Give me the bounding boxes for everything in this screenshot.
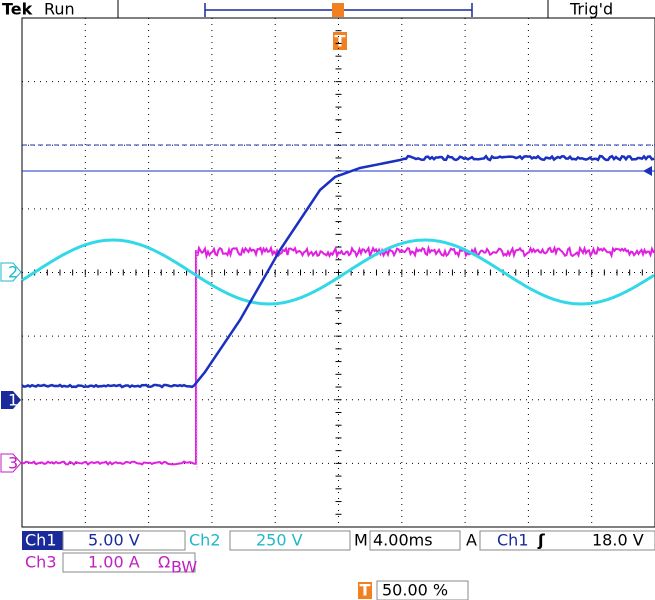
ch2-marker-label: 2 — [8, 263, 18, 282]
trigger-status: Trig'd — [569, 0, 613, 19]
ch2-scale-box — [229, 530, 351, 551]
run-state: Run — [44, 0, 75, 19]
trigger-position-box — [376, 580, 469, 600]
brand: Tek — [2, 0, 33, 19]
ch1-scale-box — [62, 530, 186, 551]
ch1-scale: 5.00 V — [88, 531, 140, 550]
trigger-pos-icon-label: T — [360, 581, 371, 600]
time-label: M — [354, 531, 368, 550]
trigger-level-arrow — [643, 166, 652, 176]
ch3-label: Ch3 — [25, 553, 57, 572]
ch1-label: Ch1 — [25, 531, 57, 550]
trigger-pos-marker — [332, 3, 344, 17]
trigger-source: Ch1 — [497, 531, 529, 550]
trigger-position: 50.00 % — [382, 581, 448, 600]
traces — [21, 154, 655, 470]
time-scale-box — [369, 530, 461, 551]
ch1-marker — [1, 391, 21, 409]
trigger-level: 18.0 V — [592, 531, 644, 550]
ch3-bw: BW — [171, 558, 197, 577]
ch3-scale-box — [62, 552, 196, 573]
ch3-trace — [21, 244, 655, 466]
ch1-tag — [22, 531, 63, 550]
ch1-marker-label: 1 — [8, 391, 18, 410]
graticule — [21, 17, 655, 527]
ch2-marker — [0, 262, 22, 282]
ch2-scale: 250 V — [256, 531, 303, 550]
ch3-marker — [0, 453, 22, 473]
trigger-pos-icon — [358, 582, 372, 599]
ch2-trace — [21, 238, 655, 306]
trigger-marker-label: T — [335, 32, 346, 51]
ch1-trace — [21, 154, 655, 389]
ch2-label: Ch2 — [189, 531, 221, 550]
trigger-box — [479, 530, 655, 551]
time-scale: 4.00ms — [373, 531, 433, 550]
trigger-marker — [333, 32, 347, 50]
ch3-scale: 1.00 A — [88, 553, 140, 572]
ch3-marker-label: 3 — [8, 454, 18, 473]
trigger-mode: A — [466, 531, 477, 550]
ch3-flags: Ω — [158, 553, 170, 572]
trigger-slope: ʃ — [537, 531, 545, 550]
